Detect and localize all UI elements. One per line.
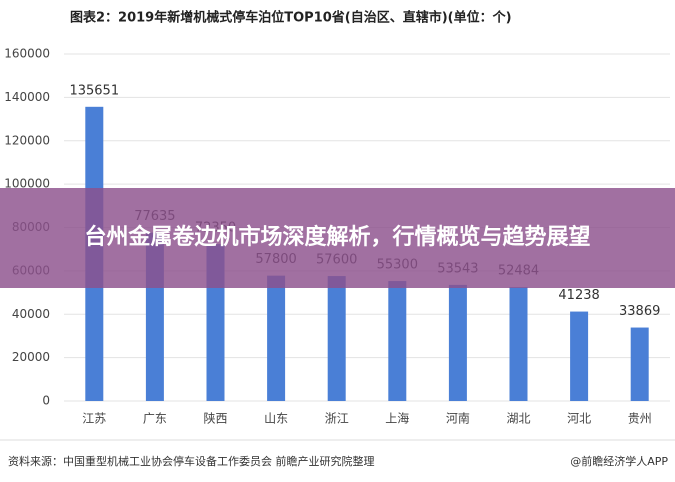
data-label: 41238 xyxy=(558,288,599,303)
source: 资料来源：中国重型机械工业协会停车设备工作委员会 前瞻产业研究院整理 xyxy=(8,454,375,468)
data-label: 33869 xyxy=(619,304,660,319)
chart-title: 图表2：2019年新增机械式停车泊位TOP10省(自治区、直辖市)(单位：个) xyxy=(70,10,512,26)
bar xyxy=(570,311,589,401)
bar xyxy=(388,281,407,401)
x-tick-label: 山东 xyxy=(264,412,288,426)
banner-title: 台州金属卷边机市场深度解析，行情概览与趋势展望 xyxy=(84,225,591,250)
y-tick-label: 160000 xyxy=(4,47,50,61)
bar xyxy=(267,275,286,401)
bar xyxy=(509,287,528,401)
y-tick-label: 0 xyxy=(42,394,50,408)
y-tick-label: 140000 xyxy=(4,90,50,104)
x-tick-label: 上海 xyxy=(385,411,409,426)
x-tick-label: 湖北 xyxy=(506,411,530,426)
banner: 台州金属卷边机市场深度解析，行情概览与趋势展望 xyxy=(0,188,675,288)
y-tick-label: 100000 xyxy=(4,177,50,191)
x-tick-label: 浙江 xyxy=(325,412,349,426)
data-label: 135651 xyxy=(69,83,119,98)
bar xyxy=(327,276,346,401)
x-tick-label: 广东 xyxy=(143,412,167,426)
x-tick-label: 江苏 xyxy=(82,412,106,426)
credit: @前瞻经济学人APP xyxy=(570,454,668,468)
x-tick-label: 河南 xyxy=(446,411,470,426)
x-tick-label: 河北 xyxy=(567,412,591,426)
x-tick-label: 陕西 xyxy=(203,411,227,426)
x-tick-label: 贵州 xyxy=(628,412,652,426)
y-tick-label: 20000 xyxy=(12,350,50,364)
bar xyxy=(630,327,649,401)
y-tick-label: 40000 xyxy=(12,307,50,321)
bar xyxy=(448,284,467,401)
y-tick-label: 120000 xyxy=(4,133,50,147)
